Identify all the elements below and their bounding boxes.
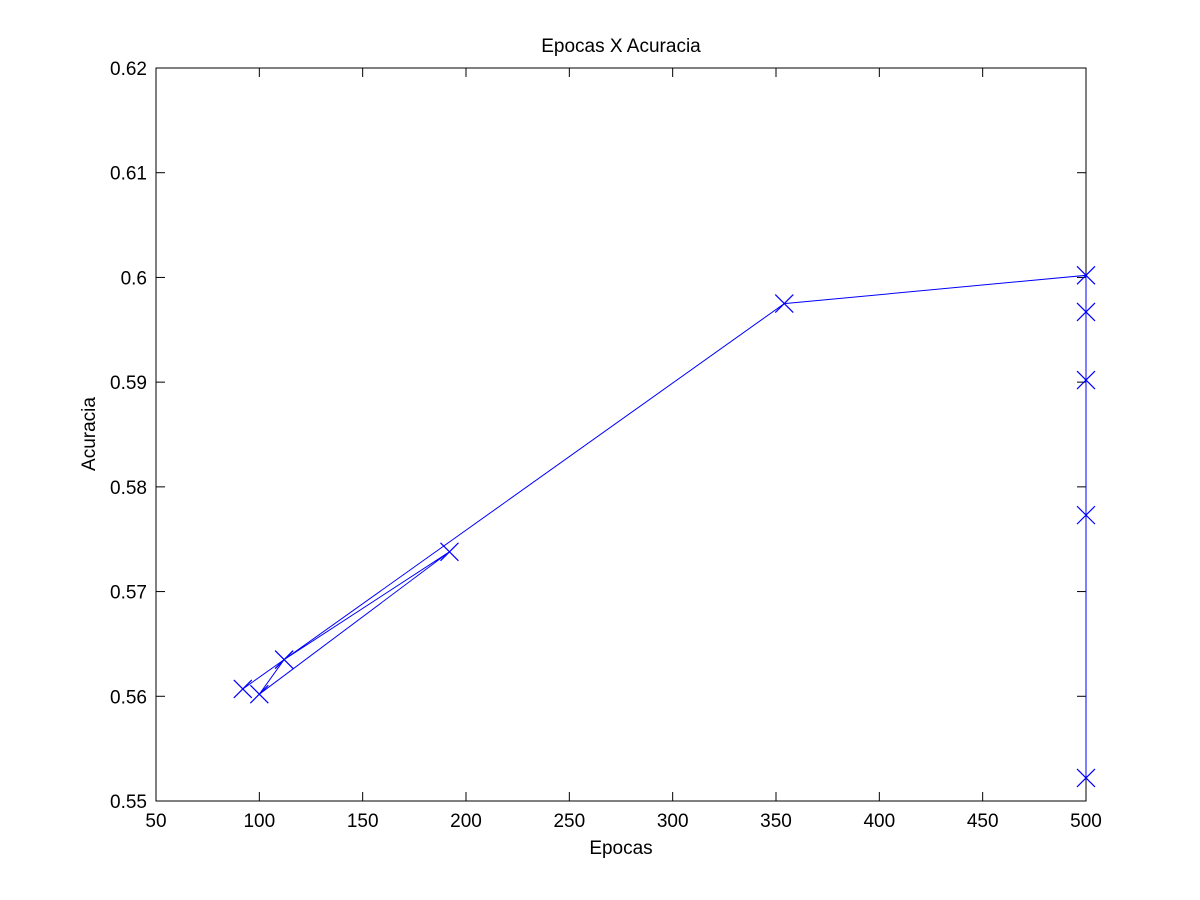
x-tick-label: 100 [243, 811, 275, 832]
chart-title: Epocas X Acuracia [541, 36, 701, 57]
x-axis-title: Epocas [589, 838, 652, 859]
data-point-x-marker [1076, 265, 1096, 285]
y-tick-label: 0.59 [110, 373, 147, 394]
y-tick-label: 0.57 [110, 583, 147, 604]
y-tick-label: 0.6 [121, 268, 147, 289]
y-tick-label: 0.55 [110, 792, 147, 813]
data-point-x-marker [1076, 768, 1096, 788]
y-tick-label: 0.61 [110, 164, 147, 185]
series-layer [233, 265, 1096, 788]
data-point-x-marker [440, 542, 459, 562]
data-point-x-marker [1076, 370, 1096, 390]
x-tick-labels: 50 100 150 200 250 300 350 400 450 500 [145, 811, 1101, 832]
y-tick-label: 0.56 [110, 687, 147, 708]
x-tick-label: 450 [967, 811, 999, 832]
x-tick-label: 200 [450, 811, 482, 832]
y-axis-title: Acuracia [79, 397, 100, 471]
x-tick-label: 500 [1070, 811, 1102, 832]
y-tick-label: 0.62 [110, 59, 147, 80]
y-tick-label: 0.58 [110, 478, 147, 499]
data-point-x-marker [1076, 302, 1096, 322]
y-tick-labels: 0.55 0.56 0.57 0.58 0.59 0.6 0.61 0.62 [110, 59, 147, 813]
data-point-x-marker [274, 650, 294, 670]
axis-ticks [155, 67, 1087, 802]
data-point-x-marker [233, 679, 253, 699]
plot-area [155, 67, 1087, 802]
x-tick-label: 50 [145, 811, 166, 832]
data-point-x-marker [1076, 505, 1096, 525]
data-point-x-marker [774, 294, 794, 314]
data-point-x-marker [249, 684, 269, 704]
x-tick-label: 150 [347, 811, 379, 832]
x-tick-label: 350 [760, 811, 792, 832]
x-tick-label: 300 [657, 811, 689, 832]
x-tick-label: 250 [553, 811, 585, 832]
x-tick-label: 400 [863, 811, 895, 832]
